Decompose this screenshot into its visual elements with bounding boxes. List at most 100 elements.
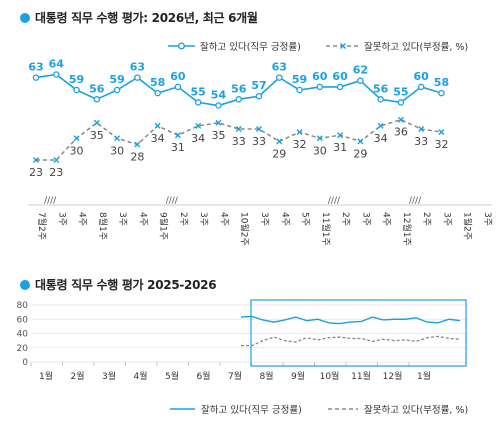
bottom-legend-disapprove-label: 잘못하고 있다(부정률, %) [364, 404, 468, 416]
top-x-tick-label: 8월1주 [97, 212, 109, 240]
approve-data-label: 63 [28, 61, 43, 74]
approve-data-label: 57 [251, 79, 266, 92]
disapprove-data-label: 33 [414, 135, 428, 148]
x-mark-stroke [134, 141, 141, 148]
bottom-x-tick-label: 1월 [417, 370, 431, 382]
bottom-approve-series-line [240, 315, 461, 325]
x-mark-stroke [316, 135, 323, 142]
top-x-tick-label: 9월1주 [158, 212, 170, 240]
disapprove-point [174, 132, 181, 139]
top-x-tick-label: 5주 [300, 212, 311, 226]
bottom-y-tick-label: 40 [17, 330, 29, 340]
approve-data-label: 58 [434, 76, 449, 89]
disapprove-point [53, 157, 60, 163]
x-mark-stroke [256, 126, 262, 132]
disapprove-point [154, 122, 161, 129]
x-mark-stroke [357, 138, 364, 145]
axis-break-marker: //// [44, 196, 57, 206]
approve-point [336, 83, 344, 91]
bottom-disapprove-series-line [241, 335, 461, 347]
x-mark-stroke [377, 122, 384, 129]
disapprove-point [397, 116, 404, 123]
top-x-tick-label: 3주 [56, 212, 67, 226]
disapprove-data-label: 32 [293, 138, 307, 151]
approve-point [296, 86, 303, 94]
x-mark-stroke [276, 138, 283, 145]
bottom-x-tick-label: 9월 [291, 370, 305, 382]
top-x-tick-label: 1월2주 [462, 212, 474, 240]
disapprove-point [418, 126, 425, 132]
x-mark-stroke [418, 126, 425, 132]
bottom-y-tick-label: 60 [17, 315, 29, 325]
approve-point [438, 89, 445, 97]
approve-point [417, 83, 425, 91]
approve-data-label: 55 [393, 85, 408, 98]
x-mark-stroke [53, 157, 60, 163]
bottom-chart-title: 대통령 직무 수행 평가 2025-2026 [20, 276, 217, 293]
disapprove-point [33, 157, 39, 163]
x-mark-stroke [174, 132, 181, 139]
top-x-tick-label: 4주 [137, 212, 148, 226]
approve-point [73, 86, 80, 94]
disapprove-point [256, 126, 262, 132]
top-x-tick-label: 3주 [360, 212, 371, 226]
disapprove-data-label: 35 [90, 129, 104, 142]
axis-break-marker: //// [409, 196, 422, 206]
x-mark-stroke [93, 119, 100, 126]
disapprove-data-label: 29 [353, 147, 367, 160]
legend-approve-label: 잘하고 있다(직무 긍정률) [200, 41, 301, 53]
disapprove-data-label: 34 [191, 132, 205, 145]
approve-point [134, 74, 141, 81]
bottom-y-tick-label: 80 [17, 301, 29, 311]
disapprove-data-label: 34 [374, 132, 388, 145]
approve-data-label: 56 [231, 82, 247, 95]
approve-data-label: 55 [191, 85, 206, 98]
approve-data-label: 59 [292, 73, 307, 86]
approve-point [276, 74, 283, 81]
top-x-tick-label: 3주 [482, 212, 493, 226]
approve-data-label: 62 [353, 64, 368, 77]
top-x-tick-label: 4주 [218, 212, 229, 226]
disapprove-point [114, 135, 121, 142]
approve-data-label: 63 [272, 61, 287, 74]
disapprove-data-label: 35 [211, 129, 225, 142]
approve-point [194, 99, 202, 106]
disapprove-point [337, 132, 344, 139]
x-mark-stroke [33, 157, 39, 163]
x-mark-stroke [235, 126, 242, 132]
approve-data-label: 60 [332, 70, 348, 83]
x-mark-stroke [397, 116, 404, 123]
axis-break-marker: //// [328, 196, 341, 206]
bottom-x-tick-label: 5월 [165, 370, 179, 382]
disapprove-point [235, 126, 242, 132]
disapprove-data-label: 32 [434, 138, 448, 151]
top-x-tick-label: 2주 [421, 212, 432, 226]
disapprove-data-label: 29 [272, 147, 286, 160]
bottom-x-tick-label: 8월 [259, 370, 273, 382]
disapprove-data-label: 30 [313, 144, 327, 157]
disapprove-point [195, 122, 202, 129]
disapprove-data-label: 31 [171, 141, 185, 154]
approve-data-label: 59 [109, 73, 124, 86]
approve-point [377, 96, 384, 103]
approve-data-label: 63 [130, 61, 145, 74]
disapprove-data-label: 30 [70, 144, 84, 157]
approve-data-label: 64 [49, 58, 65, 71]
approve-data-label: 59 [69, 73, 84, 86]
disapprove-data-label: 23 [29, 166, 43, 179]
top-chart-title: 대통령 직무 수행 평가: 2026년, 최근 6개월 [20, 9, 258, 26]
title-bullet-icon [20, 280, 30, 290]
top-x-tick-label: 4주 [77, 212, 88, 226]
disapprove-point [134, 141, 141, 148]
disapprove-data-label: 23 [49, 166, 63, 179]
bottom-x-tick-label: 1월 [39, 370, 53, 382]
approve-point [255, 92, 263, 100]
top-x-tick-label: 2주 [340, 212, 351, 226]
disapprove-data-label: 31 [333, 141, 347, 154]
legend-disapprove-marker [340, 43, 346, 49]
approve-data-label: 54 [211, 89, 227, 102]
disapprove-data-label: 36 [394, 126, 408, 139]
approve-point [53, 71, 60, 78]
approve-point [32, 74, 40, 81]
